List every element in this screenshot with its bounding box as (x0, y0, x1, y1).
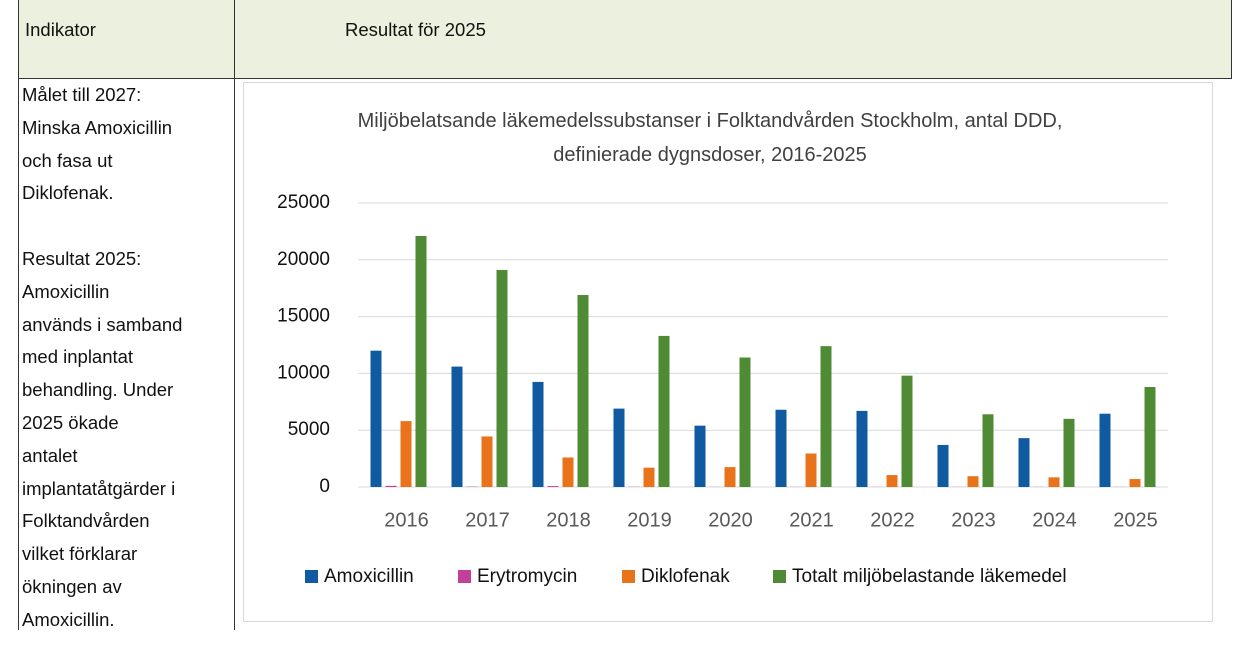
legend-label: Diklofenak (641, 566, 730, 587)
text-line: antalet (22, 440, 182, 473)
bar (371, 351, 382, 487)
y-tick-label: 5000 (288, 419, 330, 440)
bar (740, 357, 751, 487)
y-tick-label: 20000 (277, 249, 330, 270)
bar (548, 486, 559, 487)
bar (452, 367, 463, 487)
bar (725, 467, 736, 487)
text-line: och fasa ut (22, 145, 182, 178)
text-line: behandling. Under (22, 374, 182, 407)
text-line: används i samband (22, 309, 182, 342)
bar (482, 436, 493, 487)
legend-label: Amoxicillin (324, 566, 414, 587)
bar (1049, 477, 1060, 487)
bar (401, 421, 412, 487)
bar (644, 468, 655, 487)
bar (902, 376, 913, 487)
x-tick-label: 2025 (1113, 509, 1158, 531)
x-tick-label: 2021 (789, 509, 834, 531)
text-line: Amoxicillin (22, 276, 182, 309)
bar (659, 336, 670, 487)
bar (938, 445, 949, 487)
legend-swatch (773, 570, 786, 583)
bar (695, 426, 706, 487)
text-line: Amoxicillin. (22, 604, 182, 637)
y-tick-label: 10000 (277, 362, 330, 383)
x-tick-label: 2016 (384, 509, 429, 531)
bar (563, 457, 574, 487)
bar (776, 410, 787, 487)
x-tick-label: 2020 (708, 509, 753, 531)
x-tick-label: 2024 (1032, 509, 1077, 531)
page: 0 5000 10000 15000 20000 25000 2016 2017 2018 201… (0, 0, 1240, 630)
bar (1064, 419, 1075, 487)
text-line: ökningen av (22, 571, 182, 604)
bar (1130, 479, 1141, 487)
y-tick-label: 15000 (277, 306, 330, 327)
legend-label: Erytromycin (477, 566, 577, 587)
header-cell: Indikator (25, 19, 96, 41)
text-line: 2025 ökade (22, 407, 182, 440)
bar (614, 409, 625, 487)
bar (968, 476, 979, 487)
x-tick-label: 2017 (465, 509, 510, 531)
x-tick-label: 2019 (627, 509, 672, 531)
x-tick-label: 2022 (870, 509, 915, 531)
y-tick-label: 25000 (277, 192, 330, 213)
legend-swatch (305, 570, 318, 583)
bar (821, 346, 832, 487)
y-tick-label: 0 (319, 476, 330, 497)
chart-title: Miljöbelatsande läkemedelssubstanser i F… (357, 104, 1063, 172)
bar (806, 453, 817, 487)
bar (887, 475, 898, 487)
header-cell: Resultat för 2025 (345, 19, 486, 41)
x-tick-label: 2018 (546, 509, 591, 531)
bar (416, 236, 427, 487)
bar (1145, 387, 1156, 487)
bar (533, 382, 544, 487)
legend-swatch (622, 570, 635, 583)
legend-swatch (458, 570, 471, 583)
text-line: Folktandvården (22, 505, 182, 538)
text-line: Resultat 2025: (22, 243, 182, 276)
bar (983, 414, 994, 487)
x-tick-label: 2023 (951, 509, 996, 531)
bar (1100, 414, 1111, 487)
text-line: Diklofenak. (22, 177, 182, 210)
bar (857, 411, 868, 487)
text-line: med inplantat (22, 341, 182, 374)
legend-label: Totalt miljöbelastande läkemedel (792, 566, 1067, 587)
bar (578, 295, 589, 487)
text-line: vilket förklarar (22, 538, 182, 571)
text-line: Målet till 2027: (22, 79, 182, 112)
bar (497, 270, 508, 487)
table-and-chart: 0 5000 10000 15000 20000 25000 2016 2017 2018 201… (0, 0, 1240, 630)
bar (1019, 438, 1030, 487)
bar (386, 486, 397, 487)
text-line: Minska Amoxicillin (22, 112, 182, 145)
text-line: implantatåtgärder i (22, 473, 182, 506)
